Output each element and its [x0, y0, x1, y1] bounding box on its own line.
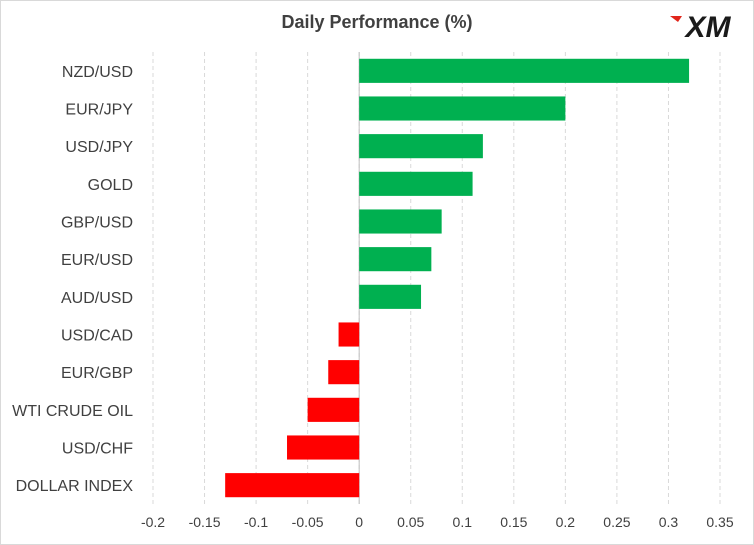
bar	[287, 435, 360, 460]
x-tick-label: 0.1	[453, 514, 473, 530]
category-labels: NZD/USD EUR/JPY USD/JPY GOLD GBP/USD EUR/USD A…	[12, 64, 133, 495]
bar	[359, 171, 473, 196]
bar	[359, 247, 432, 272]
category-label: USD/CHF	[62, 441, 133, 458]
bar	[225, 473, 360, 498]
logo-text: XM	[684, 11, 732, 44]
bar	[307, 397, 360, 422]
x-tick-label: -0.05	[292, 514, 324, 530]
category-label: EUR/GBP	[61, 365, 133, 382]
bar	[359, 134, 483, 159]
x-tick-label: 0.25	[603, 514, 630, 530]
x-tick-labels: -0.2 -0.15 -0.1 -0.05 0 0.05 0.1 0.15 0.2 0.25 0.3…	[141, 514, 734, 530]
x-tick-label: 0.3	[659, 514, 679, 530]
x-tick-label: 0	[355, 514, 363, 530]
bar	[359, 284, 422, 309]
x-tick-label: 0.15	[500, 514, 527, 530]
category-label: GOLD	[88, 177, 133, 194]
bar	[359, 209, 442, 234]
x-tick-label: -0.2	[141, 514, 165, 530]
bar	[359, 58, 690, 83]
category-label: USD/CAD	[61, 328, 133, 345]
x-tick-label: -0.15	[189, 514, 221, 530]
xm-logo: XM	[666, 6, 750, 46]
chart-title: Daily Performance (%)	[281, 12, 473, 32]
category-label: EUR/USD	[61, 252, 133, 269]
bar	[359, 96, 566, 121]
category-label: DOLLAR INDEX	[16, 478, 134, 495]
category-label: WTI CRUDE OIL	[12, 403, 133, 420]
bars	[225, 58, 690, 498]
x-tick-label: 0.35	[706, 514, 733, 530]
x-tick-label: -0.1	[244, 514, 268, 530]
grid-lines	[152, 52, 721, 504]
bar	[338, 322, 360, 347]
x-tick-label: 0.2	[556, 514, 576, 530]
category-label: GBP/USD	[61, 215, 133, 232]
bar	[328, 360, 360, 385]
x-tick-label: 0.05	[397, 514, 424, 530]
category-label: USD/JPY	[65, 139, 133, 156]
category-label: NZD/USD	[62, 64, 133, 81]
category-label: AUD/USD	[61, 290, 133, 307]
category-label: EUR/JPY	[65, 102, 133, 119]
